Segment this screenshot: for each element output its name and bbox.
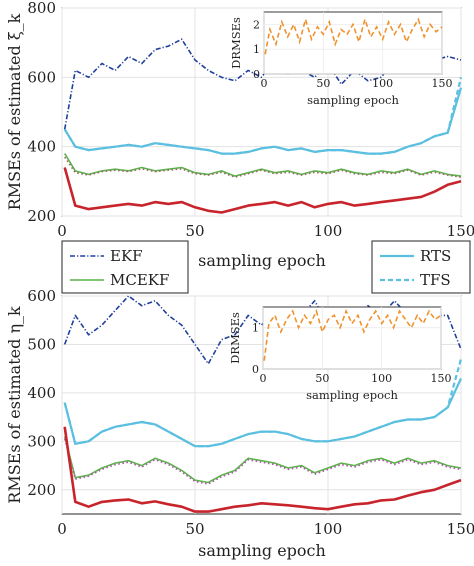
inset-x-tick-label: 100 — [371, 372, 392, 385]
top-series-group — [63, 38, 463, 214]
series-line-mcekf — [64, 153, 462, 177]
inset-y-tick-label: 1 — [253, 43, 260, 56]
legend-label-mcekf: MCEKF — [110, 271, 169, 289]
y-tick-label: 400 — [27, 138, 56, 156]
inset-x-tick-label: 100 — [372, 77, 393, 90]
top-x-ticks: 0 50 100 150 — [57, 222, 474, 240]
top-inset-x-axis-label: sampling epoch — [307, 93, 399, 107]
x-tick-label: 100 — [314, 222, 343, 240]
legend-label-rts: RTS — [420, 247, 451, 265]
x-tick-label: 50 — [185, 520, 204, 538]
x-tick-label: 0 — [57, 520, 67, 538]
inset-x-tick-label: 0 — [261, 77, 268, 90]
series-line-series-4 — [63, 438, 462, 485]
series-line-series-5 — [63, 426, 462, 513]
top-inset-x-ticks: 0 50 100 150 — [261, 77, 453, 90]
bottom-inset-y-ticks: 01 — [252, 322, 259, 376]
inset-series-line — [264, 16, 443, 55]
bottom-series-group — [63, 295, 463, 513]
inset-x-tick-label: 150 — [431, 372, 452, 385]
legend-label-tfs: TFS — [420, 271, 451, 289]
top-y-axis-label: RMSEs of estimated ξ_k — [5, 13, 24, 210]
bottom-x-ticks: 0 50 100 150 — [57, 520, 474, 538]
bottom-inset-grid — [262, 307, 442, 370]
x-tick-label: 150 — [447, 520, 474, 538]
y-tick-label: 500 — [27, 335, 56, 353]
y-tick-label: 800 — [27, 0, 56, 17]
y-tick-label: 300 — [27, 432, 56, 450]
top-grid — [61, 7, 462, 217]
top-inset-y-axis-label: DRMSEs — [229, 17, 243, 69]
bottom-x-axis-label: sampling epoch — [198, 541, 326, 560]
inset-x-tick-label: 150 — [432, 77, 453, 90]
series-line-tfs — [63, 358, 463, 448]
y-tick-label: 600 — [27, 68, 56, 86]
top-inset: 0 50 100 150 0 1 2 sampling epoch DRMSEs — [229, 11, 453, 107]
x-tick-label: 50 — [185, 222, 204, 240]
inset-series-line — [263, 308, 442, 361]
inset-y-tick-label: 0 — [252, 363, 259, 376]
top-y-ticks: 200 400 600 800 — [27, 0, 56, 225]
bottom-inset-x-axis-label: sampling epoch — [306, 388, 398, 402]
y-tick-label: 400 — [27, 384, 56, 402]
series-line-mcekf — [63, 436, 462, 484]
x-tick-label: 150 — [447, 222, 474, 240]
series-line-series-5 — [63, 167, 462, 214]
bottom-inset: 0 50 100 150 01 sampling epoch DRMSEs — [228, 306, 452, 402]
y-tick-label: 200 — [27, 481, 56, 499]
bottom-inset-y-axis-label: DRMSEs — [228, 312, 242, 364]
bottom-inset-x-ticks: 0 50 100 150 — [260, 372, 452, 385]
inset-x-tick-label: 50 — [315, 372, 329, 385]
legend-label-ekf: EKF — [110, 247, 143, 265]
y-tick-label: 200 — [27, 207, 56, 225]
inset-y-tick-label: 1 — [252, 322, 259, 335]
inset-x-tick-label: 0 — [260, 372, 267, 385]
top-inset-series — [264, 16, 443, 55]
x-tick-label: 0 — [57, 222, 67, 240]
y-tick-label: 600 — [27, 287, 56, 305]
series-line-tfs — [63, 77, 463, 155]
inset-y-tick-label: 0 — [253, 68, 260, 81]
bottom-y-ticks: 200 300 400 500 600 — [27, 287, 56, 499]
bottom-inset-series — [263, 308, 442, 361]
x-tick-label: 100 — [314, 520, 343, 538]
legend-box — [61, 240, 189, 294]
legend-box — [371, 240, 471, 294]
legend: EKF MCEKF RTS TFS — [61, 240, 471, 294]
top-inset-y-ticks: 0 1 2 — [253, 18, 260, 81]
bottom-y-axis-label: RMSEs of estimated η_k — [5, 306, 24, 504]
series-line-series-4 — [64, 156, 462, 178]
series-line-ekf — [63, 38, 462, 130]
inset-x-tick-label: 50 — [316, 77, 330, 90]
top-x-axis-label: sampling epoch — [198, 251, 326, 270]
inset-y-tick-label: 2 — [253, 18, 260, 31]
top-inset-frame — [263, 11, 443, 75]
bottom-inset-frame — [262, 306, 442, 370]
